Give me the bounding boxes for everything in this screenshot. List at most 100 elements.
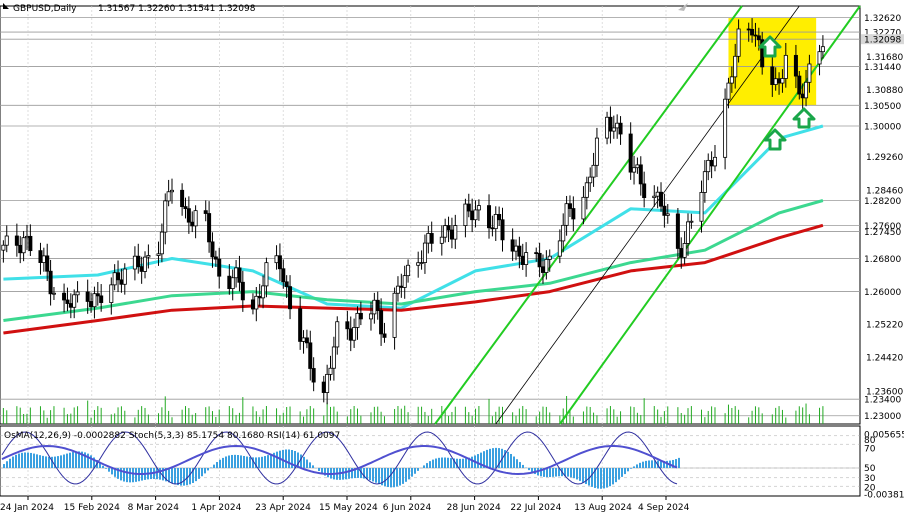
candle-body	[534, 252, 539, 254]
candle-body	[706, 159, 711, 173]
candle-body	[406, 264, 411, 277]
candle-body	[476, 205, 481, 211]
candle-body	[4, 235, 9, 246]
candle-body	[453, 225, 458, 240]
candle-body	[328, 367, 333, 375]
candle-body	[709, 159, 714, 167]
candle-body	[615, 122, 620, 129]
candle-body	[581, 196, 586, 220]
candle-body	[166, 191, 171, 202]
candle-body	[203, 210, 208, 214]
candle-body	[288, 286, 293, 310]
candle-body	[547, 255, 552, 260]
channel-line	[495, 5, 800, 425]
candle-body	[237, 267, 242, 283]
candle-body	[210, 241, 215, 258]
candle-body	[662, 205, 667, 216]
price-level-label: 1.23400	[864, 396, 901, 406]
candle-body	[820, 46, 825, 53]
candle-body	[675, 213, 680, 249]
candle-body	[183, 206, 188, 210]
candle-body	[652, 195, 657, 199]
candle-body	[257, 295, 262, 299]
moving-average-line	[3, 223, 824, 335]
candle-body	[186, 208, 191, 223]
y-tick-label: 1.23600	[866, 387, 903, 397]
candle-body	[132, 255, 137, 270]
candle-body	[638, 164, 643, 185]
header-symbol: GBPUSD,Daily	[13, 4, 77, 14]
candle-body	[537, 252, 542, 268]
x-tick-label: 6 Jun 2024	[383, 503, 432, 513]
candle-body	[68, 303, 73, 308]
candle-body	[736, 28, 741, 57]
candle-body	[143, 256, 148, 272]
candle-body	[439, 236, 444, 244]
x-tick-label: 4 Sep 2024	[638, 503, 690, 513]
channel-line	[434, 5, 743, 425]
candle-body	[169, 189, 174, 193]
candle-body	[277, 255, 282, 270]
candle-body	[358, 312, 363, 320]
candle-body	[112, 272, 117, 286]
candle-body	[217, 258, 222, 277]
osc-level-label: 70	[864, 444, 876, 454]
candle-body	[463, 203, 468, 227]
up-arrow-icon	[758, 35, 782, 58]
candle-body	[399, 285, 404, 288]
candle-body	[702, 171, 707, 193]
candle-body	[18, 244, 23, 254]
candle-body	[355, 312, 360, 328]
candle-body	[449, 229, 454, 240]
candle-body	[490, 227, 495, 230]
price-level-label: 1.26800	[864, 255, 901, 265]
candle-body	[116, 272, 121, 281]
price-level-label: 1.23000	[864, 412, 901, 422]
osc-axis-label: -0.003819	[864, 491, 904, 501]
candle-body	[146, 255, 151, 258]
candle-body	[426, 233, 431, 244]
price-level-label: 1.27600	[864, 222, 901, 232]
up-arrow-icon	[763, 128, 787, 151]
candle-body	[298, 308, 303, 342]
y-tick-label: 1.29260	[866, 153, 903, 163]
candles	[1, 18, 825, 405]
candle-body	[567, 203, 572, 209]
candle-body	[264, 262, 269, 287]
candle-body	[500, 219, 505, 241]
candle-body	[608, 116, 613, 132]
price-level-label: 1.32270	[864, 29, 901, 39]
candle-body	[733, 55, 738, 78]
x-tick-label: 22 Jul 2024	[510, 503, 561, 513]
candle-body	[395, 285, 400, 294]
candle-body	[227, 275, 232, 290]
osc-level-label: 50	[864, 464, 876, 474]
candle-body	[28, 235, 33, 252]
candle-body	[416, 262, 421, 266]
candle-body	[804, 81, 809, 99]
y-tick-label: 1.28460	[866, 186, 903, 196]
candle-body	[345, 321, 350, 330]
price-level-label: 1.32098	[864, 36, 901, 46]
candle-body	[679, 248, 684, 258]
candle-body	[750, 28, 755, 36]
candle-body	[254, 295, 259, 310]
candle-body	[635, 164, 640, 169]
x-tick-label: 13 Aug 2024	[574, 503, 632, 513]
candle-body	[230, 277, 235, 290]
price-level-label: 1.30500	[864, 102, 901, 112]
y-tick-label: 1.30880	[866, 86, 903, 96]
candle-body	[136, 255, 141, 268]
candle-body	[611, 127, 616, 132]
candle-body	[75, 291, 80, 296]
main-plot-frame	[0, 5, 861, 425]
price-level-label: 1.27450	[864, 228, 901, 238]
candle-body	[234, 267, 239, 279]
candle-body	[682, 243, 687, 258]
candle-body	[628, 133, 633, 173]
candle-body	[443, 225, 448, 238]
candle-body	[642, 183, 647, 199]
candle-body	[429, 233, 434, 244]
header-title: GBPUSD,Daily 1.31567 1.32260 1.31541 1.3…	[3, 3, 256, 14]
